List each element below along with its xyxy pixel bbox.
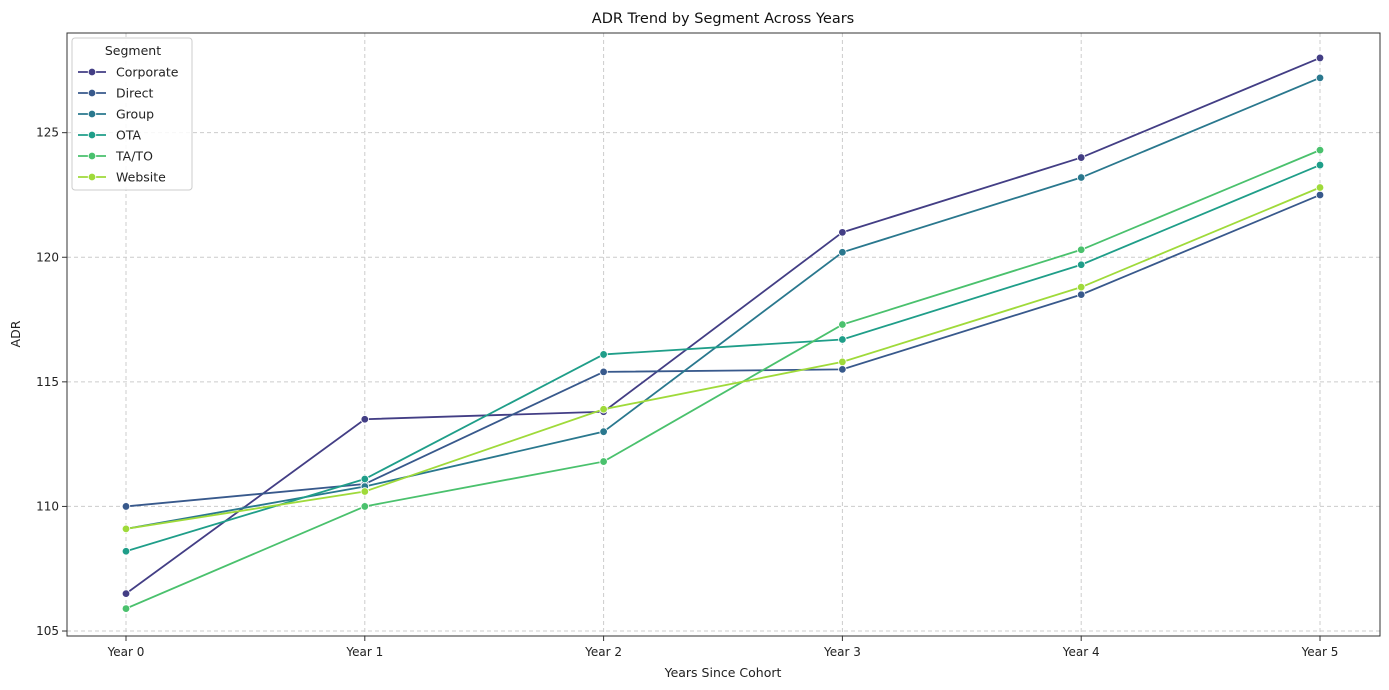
data-point	[838, 365, 847, 374]
data-point	[121, 524, 131, 534]
data-point	[838, 357, 847, 367]
x-tick-label: Year 2	[584, 645, 622, 659]
series-lines	[121, 53, 1325, 613]
data-point	[360, 487, 369, 496]
legend-item: TA/TO	[78, 149, 153, 164]
legend-box	[71, 37, 193, 191]
legend-marker	[87, 172, 97, 182]
data-point	[1315, 160, 1325, 170]
legend-label: OTA	[116, 128, 142, 143]
x-axis-ticks: Year 0 Year 1 Year 2 Year 3 Year 4 Year 5	[107, 636, 1339, 659]
y-tick-label: 105	[36, 624, 59, 638]
y-axis-label: ADR	[8, 320, 23, 347]
data-point	[1315, 53, 1325, 63]
plot-frame	[66, 32, 1381, 637]
data-point	[360, 502, 369, 511]
data-point	[1076, 260, 1086, 269]
series-line	[125, 194, 1321, 508]
series-line	[125, 77, 1321, 530]
series-ota	[121, 160, 1325, 556]
data-point	[121, 589, 131, 598]
legend-label: TA/TO	[115, 149, 153, 164]
series-website	[121, 183, 1325, 534]
data-point	[121, 502, 131, 511]
data-point	[360, 474, 369, 484]
legend-label: Group	[116, 107, 154, 122]
data-point	[1076, 153, 1086, 162]
series-line	[125, 149, 1321, 610]
data-point	[599, 457, 608, 466]
x-tick-label: Year 3	[823, 645, 861, 659]
x-axis-label: Years Since Cohort	[664, 665, 782, 680]
legend-marker	[87, 88, 97, 98]
legend-label: Website	[116, 170, 166, 185]
legend-item: Corporate	[78, 65, 179, 80]
series-line	[125, 164, 1321, 553]
legend-items: Corporate Direct Group OTA TA/TO Website	[78, 65, 179, 185]
series-corporate	[121, 53, 1325, 598]
legend-label: Direct	[116, 86, 154, 101]
data-point	[1315, 190, 1325, 200]
data-point	[599, 427, 608, 436]
data-point	[360, 415, 369, 424]
series-ta-to	[121, 145, 1325, 613]
x-tick-label: Year 5	[1301, 645, 1339, 659]
data-point	[121, 547, 131, 556]
legend-item: OTA	[78, 128, 142, 143]
legend-title: Segment	[105, 43, 161, 58]
legend-item: Direct	[78, 86, 154, 101]
y-tick-label: 115	[36, 375, 59, 389]
grid	[67, 33, 1380, 636]
data-point	[121, 604, 131, 613]
series-line	[125, 57, 1321, 595]
chart-title: ADR Trend by Segment Across Years	[592, 11, 854, 27]
data-point	[1315, 73, 1325, 83]
data-point	[1076, 290, 1086, 299]
data-point	[599, 367, 608, 377]
data-point	[1315, 145, 1325, 155]
legend-marker	[87, 151, 97, 161]
data-point	[838, 248, 847, 257]
y-tick-label: 120	[36, 250, 59, 264]
legend-item: Group	[78, 107, 154, 122]
data-point	[838, 335, 847, 344]
legend-marker	[87, 109, 97, 119]
legend: Segment Corporate Direct Group OTA TA/TO Webs…	[71, 37, 193, 191]
legend-item: Website	[78, 170, 166, 185]
data-point	[838, 228, 847, 237]
y-tick-label: 125	[36, 126, 59, 140]
legend-marker	[87, 130, 97, 140]
x-tick-label: Year 4	[1062, 645, 1100, 659]
data-point	[1076, 282, 1086, 292]
x-tick-label: Year 1	[345, 645, 383, 659]
y-tick-label: 110	[36, 499, 59, 513]
data-point	[1315, 183, 1325, 192]
data-point	[599, 350, 608, 359]
x-tick-label: Year 0	[107, 645, 145, 659]
legend-marker	[87, 67, 97, 77]
data-point	[838, 320, 847, 329]
legend-label: Corporate	[116, 65, 179, 80]
data-point	[1076, 173, 1086, 182]
series-line	[125, 186, 1321, 530]
data-point	[1076, 245, 1086, 254]
y-axis-ticks: 105 110 115 120 125	[36, 126, 67, 638]
data-point	[599, 405, 608, 414]
